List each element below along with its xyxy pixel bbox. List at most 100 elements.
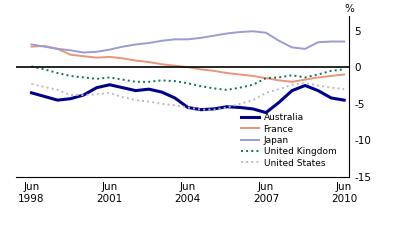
United States — [120, 96, 125, 99]
United Kingdom — [329, 69, 333, 72]
Japan — [198, 37, 203, 39]
Australia — [81, 94, 86, 96]
France — [55, 47, 60, 50]
Australia — [133, 89, 138, 92]
United States — [133, 99, 138, 101]
Japan — [329, 40, 333, 43]
United Kingdom — [133, 80, 138, 83]
Japan — [172, 38, 177, 41]
Australia — [29, 91, 34, 94]
United Kingdom — [198, 85, 203, 88]
United Kingdom — [42, 68, 47, 71]
United States — [94, 93, 99, 96]
Australia — [172, 96, 177, 99]
United Kingdom — [290, 74, 295, 76]
Australia — [225, 105, 229, 108]
United Kingdom — [68, 75, 73, 77]
Japan — [237, 31, 242, 33]
United Kingdom — [237, 86, 242, 89]
France — [159, 63, 164, 66]
Japan — [159, 39, 164, 42]
Japan — [81, 51, 86, 54]
Japan — [316, 41, 320, 44]
Australia — [107, 83, 112, 86]
United States — [198, 108, 203, 111]
France — [316, 76, 320, 79]
France — [277, 79, 281, 82]
United Kingdom — [159, 79, 164, 82]
Japan — [133, 43, 138, 46]
Australia — [329, 96, 333, 99]
Japan — [303, 47, 307, 50]
United Kingdom — [120, 78, 125, 81]
France — [146, 61, 151, 63]
United States — [237, 102, 242, 105]
United States — [172, 104, 177, 107]
Australia — [290, 89, 295, 92]
Text: %: % — [345, 4, 354, 14]
France — [81, 55, 86, 57]
France — [342, 73, 347, 76]
Japan — [342, 40, 347, 43]
Australia — [237, 106, 242, 109]
Japan — [146, 42, 151, 44]
Australia — [185, 106, 190, 109]
France — [185, 66, 190, 69]
Australia — [68, 97, 73, 100]
Australia — [251, 108, 255, 110]
France — [212, 69, 216, 72]
United Kingdom — [342, 68, 347, 71]
Australia — [120, 86, 125, 89]
Australia — [212, 108, 216, 110]
United Kingdom — [172, 80, 177, 82]
United States — [329, 86, 333, 89]
Japan — [251, 30, 255, 33]
United States — [251, 99, 255, 101]
United States — [68, 94, 73, 96]
United Kingdom — [107, 76, 112, 79]
Japan — [55, 47, 60, 50]
Japan — [94, 50, 99, 53]
Japan — [107, 48, 112, 51]
United States — [225, 106, 229, 109]
Japan — [185, 38, 190, 41]
Japan — [120, 45, 125, 48]
United Kingdom — [29, 65, 34, 68]
France — [225, 72, 229, 74]
France — [329, 75, 333, 77]
United Kingdom — [55, 72, 60, 74]
Japan — [68, 49, 73, 52]
United Kingdom — [277, 76, 281, 79]
France — [198, 68, 203, 71]
Australia — [146, 88, 151, 91]
France — [133, 59, 138, 62]
United Kingdom — [146, 80, 151, 83]
France — [237, 73, 242, 76]
United States — [107, 91, 112, 94]
Japan — [264, 31, 268, 34]
United States — [146, 100, 151, 103]
France — [303, 78, 307, 81]
France — [120, 57, 125, 60]
United States — [81, 94, 86, 96]
Line: Australia: Australia — [31, 85, 344, 113]
Line: Japan: Japan — [31, 31, 344, 52]
United States — [159, 102, 164, 105]
United States — [55, 89, 60, 91]
Line: United Kingdom: United Kingdom — [31, 67, 344, 90]
France — [94, 56, 99, 59]
France — [68, 53, 73, 56]
Japan — [42, 45, 47, 48]
France — [251, 75, 255, 77]
United States — [342, 88, 347, 91]
Legend: Australia, France, Japan, United Kingdom, United States: Australia, France, Japan, United Kingdom… — [239, 112, 338, 169]
Line: France: France — [31, 46, 344, 82]
Japan — [29, 43, 34, 46]
United States — [290, 83, 295, 86]
United Kingdom — [316, 73, 320, 76]
United States — [29, 83, 34, 85]
France — [290, 80, 295, 83]
United States — [42, 86, 47, 88]
France — [172, 64, 177, 67]
Australia — [342, 99, 347, 101]
